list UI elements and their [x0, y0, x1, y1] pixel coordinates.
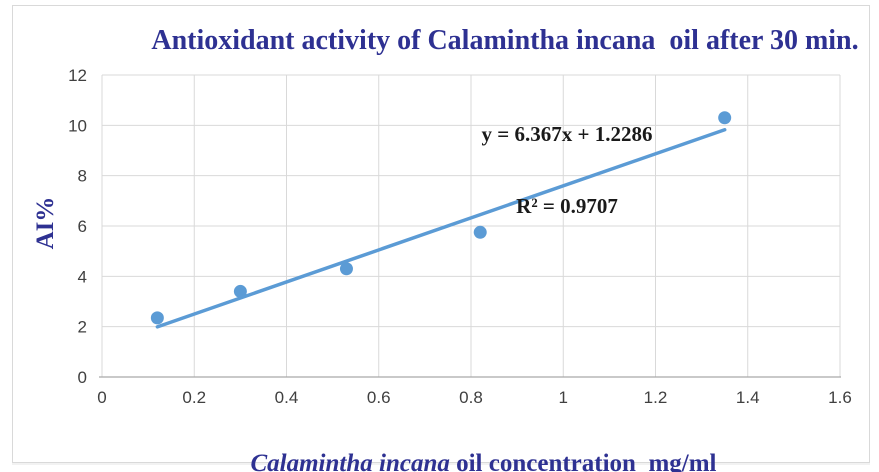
x-tick-label: 0.2: [182, 388, 206, 407]
x-axis-title-species: Calamintha incana: [250, 450, 450, 472]
data-point: [150, 311, 164, 325]
data-point: [339, 262, 353, 276]
chart-frame: [12, 5, 870, 463]
chart-title: Antioxidant activity of Calamintha incan…: [151, 25, 859, 56]
data-point: [473, 225, 487, 239]
x-tick-label: 0: [97, 388, 106, 407]
x-axis-title: Calamintha incana oil concentration mg/m…: [102, 422, 840, 472]
x-tick-label: 1.4: [736, 388, 760, 407]
y-axis-title: AI%: [32, 196, 59, 250]
y-tick-label: 4: [78, 267, 87, 286]
x-axis-title-rest: oil concentration mg/ml: [449, 450, 717, 472]
x-tick-label: 1.2: [644, 388, 668, 407]
trendline: [155, 128, 727, 329]
y-tick-label: 10: [68, 116, 87, 135]
y-tick-label: 2: [78, 318, 87, 337]
y-tick-label: 6: [78, 217, 87, 236]
y-tick-label: 12: [68, 66, 87, 85]
x-tick-label: 0.4: [275, 388, 299, 407]
data-point: [233, 284, 247, 298]
x-tick-label: 1.6: [828, 388, 852, 407]
x-tick-label: 0.8: [459, 388, 483, 407]
data-point: [718, 111, 732, 125]
y-tick-label: 0: [78, 368, 87, 387]
trendline-equation: y = 6.367x + 1.2286: [481, 122, 653, 146]
x-tick-label: 1: [559, 388, 568, 407]
x-tick-label: 0.6: [367, 388, 391, 407]
trendline-r-squared: R² = 0.9707: [516, 194, 618, 218]
trendline-annotation: y = 6.367x + 1.2286 R² = 0.9707: [427, 74, 707, 266]
y-tick-label: 8: [78, 167, 87, 186]
